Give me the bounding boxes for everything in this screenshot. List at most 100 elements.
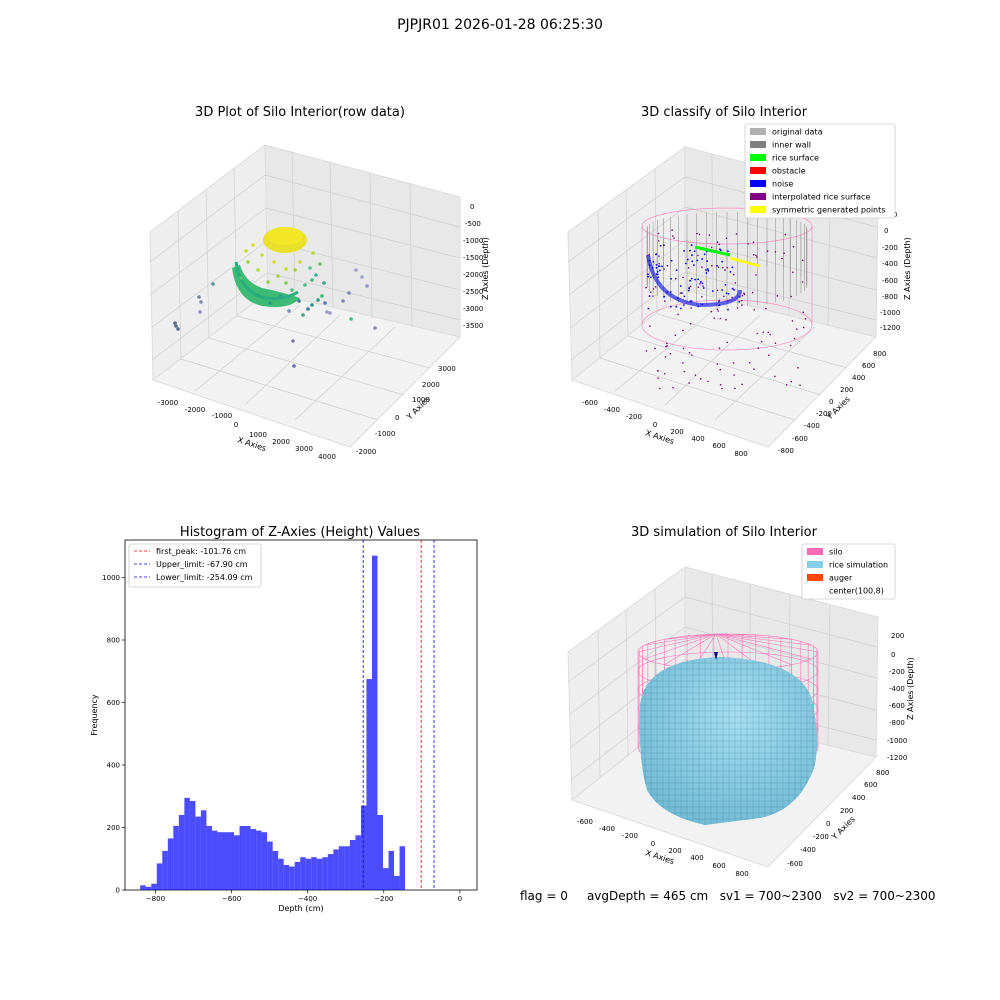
histogram-bar [189,800,196,890]
p2-interpolated-point [802,326,805,329]
histogram-bar [184,797,190,890]
p4-ylabel: Y Axies [829,815,857,843]
p2-noise-point [731,287,734,290]
p2-noise-point [697,278,699,281]
p1-ytick: 3000 [438,365,456,373]
histogram-bar [228,832,235,890]
p2-interpolated-point [716,363,719,365]
p1-point [314,273,318,277]
p2-interpolated-point [666,265,669,267]
p2-interpolated-point [697,254,699,257]
p2-interpolated-point [721,267,724,269]
p2-noise-point [701,258,703,260]
p2-noise-point [676,297,679,299]
p1-ztick: -500 [465,220,481,228]
p1-xtick: -1000 [212,412,232,420]
p2-noise-point [649,276,652,279]
status-flag: flag = 0 [520,889,568,903]
p2-interpolated-point [755,256,758,258]
p2-noise-point [663,244,665,247]
p2-interpolated-point [663,268,665,270]
p4-xtick: 600 [712,862,725,870]
histogram-bar [338,846,345,890]
panel4-simulation-model [637,633,819,825]
p4-xtick: 800 [735,870,748,878]
p2-interpolated-point [785,384,788,386]
p2-interpolated-point [671,229,673,231]
p4-ztick: -1000 [887,737,907,745]
p4-ztick: 0 [891,651,895,659]
p1-point [349,317,353,321]
p2-interpolated-point [774,251,777,253]
p2-noise-point [688,287,690,290]
p4-xtick: 0 [651,840,655,848]
p2-interpolated-point [664,373,666,375]
panel4-title: 3D simulation of Silo Interior [631,525,818,540]
p2-interpolated-point [683,370,686,373]
p2-noise-point [689,249,691,252]
p2-noise-point [647,275,649,278]
p4-legend-label: silo [829,548,843,557]
p1-ytick: 1000 [412,396,430,404]
p2-interpolated-point [707,380,709,383]
p2-xtick: 800 [734,450,747,458]
p2-ytick: -200 [816,410,832,418]
p2-legend-swatch [750,128,766,135]
histogram-bar [151,883,157,890]
p2-noise-point [718,300,720,303]
p2-noise-point [659,244,662,247]
p2-interpolated-point [652,288,655,290]
p1-point [251,243,255,247]
p2-ytick: 400 [852,374,865,382]
p4-silo-roof-line [715,633,812,646]
p2-interpolated-point [783,252,785,255]
histogram-ytick: 800 [107,637,120,645]
status-line: flag = 0 avgDepth = 465 cm sv1 = 700~230… [520,889,936,903]
p1-point [174,324,178,328]
p1-xtick: 2000 [272,438,290,446]
p2-xtick: -600 [582,399,598,407]
p2-noise-point [701,282,704,285]
panel2-legend: original data inner wall rice surface obsta… [744,123,896,219]
p2-noise-point [687,289,690,292]
p2-noise-point [655,267,658,269]
p1-point [308,266,312,270]
p2-noise-point [679,285,682,287]
p2-noise-point [670,278,672,280]
histogram-bar [162,850,168,890]
histogram-ytick: 400 [107,762,120,770]
p2-xtick: 600 [712,442,725,450]
p1-point [284,281,288,285]
histogram-bar [173,825,179,890]
histogram-xtick: −200 [374,895,393,903]
histogram-title: Histogram of Z-Axies (Height) Values [180,525,420,540]
p4-ytick: 400 [852,794,865,802]
p2-interpolated-point [659,387,661,390]
p2-ytick: 600 [862,362,875,370]
p2-interpolated-point [672,235,674,237]
p2-ytick: -800 [778,447,794,455]
p2-interpolated-point [755,274,757,276]
p2-zlabel: Z Axies (Depth) [903,237,912,300]
p2-interpolated-point [666,342,668,345]
p2-interpolated-point [657,240,660,242]
figure-suptitle: PJPJR01 2026-01-28 06:25:30 [397,17,603,33]
p2-interpolated-point [735,233,738,235]
p2-noise-point [690,277,693,280]
p2-noise-point [689,279,691,282]
p4-ytick: -400 [800,846,816,854]
p4-ytick: 600 [864,781,877,789]
p1-point [272,260,276,264]
p2-noise-point [647,273,649,276]
histogram-bar [217,832,223,890]
p2-noise-point [690,300,693,303]
p2-noise-point [683,304,685,306]
p1-xtick: 1000 [249,431,267,439]
histogram-xtick: −800 [146,895,165,903]
p2-noise-point [721,260,724,263]
p1-point [325,310,329,314]
p2-interpolated-point [688,382,690,384]
p2-noise-point [648,264,651,266]
p2-noise-point [669,291,672,293]
histogram-bar [377,815,384,890]
